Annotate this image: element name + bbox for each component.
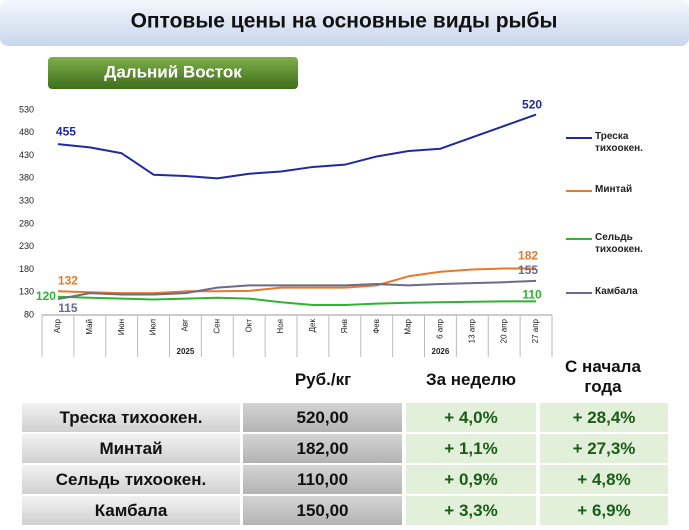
y-tick-label: 330 [19, 195, 34, 205]
x-tick-label: Ноя [276, 319, 285, 334]
table-cell: + 27,3% [540, 434, 668, 463]
line-series [57, 279, 537, 301]
legend-entry: Камбала [595, 286, 638, 297]
y-tick-label: 130 [19, 287, 34, 297]
table-cell: + 1,1% [406, 434, 536, 463]
x-tick-label: Дек [308, 319, 317, 333]
table-cell: 182,00 [243, 434, 402, 463]
legend-swatch [566, 137, 592, 139]
table-cell: 110,00 [243, 465, 402, 494]
region-label: Дальний Восток [104, 62, 242, 81]
data-label: 110 [522, 288, 542, 302]
row-label: Камбала [22, 496, 240, 525]
x-tick-label: Июн [117, 319, 126, 335]
legend-swatch [566, 292, 592, 294]
data-label: 182 [518, 249, 538, 263]
table-cell: 150,00 [243, 496, 402, 525]
table-cell: + 6,9% [540, 496, 668, 525]
y-tick-label: 530 [19, 104, 34, 114]
x-tick-label: Апр [53, 318, 62, 333]
data-label: 115 [58, 301, 78, 315]
x-tick-label: Янв [340, 319, 349, 333]
y-tick-label: 80 [24, 309, 34, 319]
data-label: 132 [58, 273, 78, 287]
table-cell: + 4,8% [540, 465, 668, 494]
table-cell: 520,00 [243, 403, 402, 432]
page-title: Оптовые цены на основные виды рыбы [131, 10, 558, 33]
x-group-label: 2025 [177, 347, 195, 356]
line-series [57, 113, 537, 180]
y-tick-label: 180 [19, 264, 34, 274]
region-button [48, 57, 298, 89]
data-label: 520 [522, 98, 542, 112]
x-tick-label: Июл [149, 319, 158, 336]
y-tick-label: 380 [19, 173, 34, 183]
y-tick-label: 480 [19, 127, 34, 137]
x-group-label: 2026 [432, 347, 450, 356]
x-tick-label: Окт [244, 319, 253, 333]
data-label: 120 [36, 289, 56, 303]
y-tick-label: 430 [19, 150, 34, 160]
column-header: За неделю [425, 370, 517, 389]
row-label: Треска тихоокен. [22, 403, 240, 432]
table-cell: + 0,9% [406, 465, 536, 494]
data-label: 455 [56, 124, 76, 138]
table-cell: + 28,4% [540, 403, 668, 432]
x-tick-label: Фев [372, 319, 381, 334]
column-header: С начала года [565, 357, 641, 396]
row-label: Минтай [22, 434, 240, 463]
x-tick-label: 6 апр [436, 318, 445, 338]
x-tick-label: Мар [404, 318, 413, 334]
legend-entry: Минтай [595, 184, 633, 195]
x-tick-label: Авг [181, 319, 190, 332]
y-tick-label: 230 [19, 241, 34, 251]
table-cell: + 4,0% [406, 403, 536, 432]
data-label: 155 [518, 263, 538, 277]
legend-swatch [566, 238, 592, 240]
column-header: Руб./кг [294, 370, 352, 389]
table-cell: + 3,3% [406, 496, 536, 525]
line-series [57, 295, 537, 306]
x-tick-label: Сен [212, 319, 221, 334]
legend-swatch [566, 190, 592, 192]
x-tick-label: Май [85, 319, 94, 335]
y-tick-label: 280 [19, 218, 34, 228]
x-tick-label: 20 апр [499, 318, 508, 343]
legend-entry: Сельдь тихоокен. [595, 232, 643, 255]
header-bar [0, 0, 689, 46]
x-tick-label: 27 апр [531, 318, 540, 343]
row-label: Сельдь тихоокен. [22, 465, 240, 494]
x-tick-label: 13 апр [467, 318, 476, 343]
line-series [57, 267, 537, 295]
legend-entry: Треска тихоокен. [595, 131, 643, 154]
